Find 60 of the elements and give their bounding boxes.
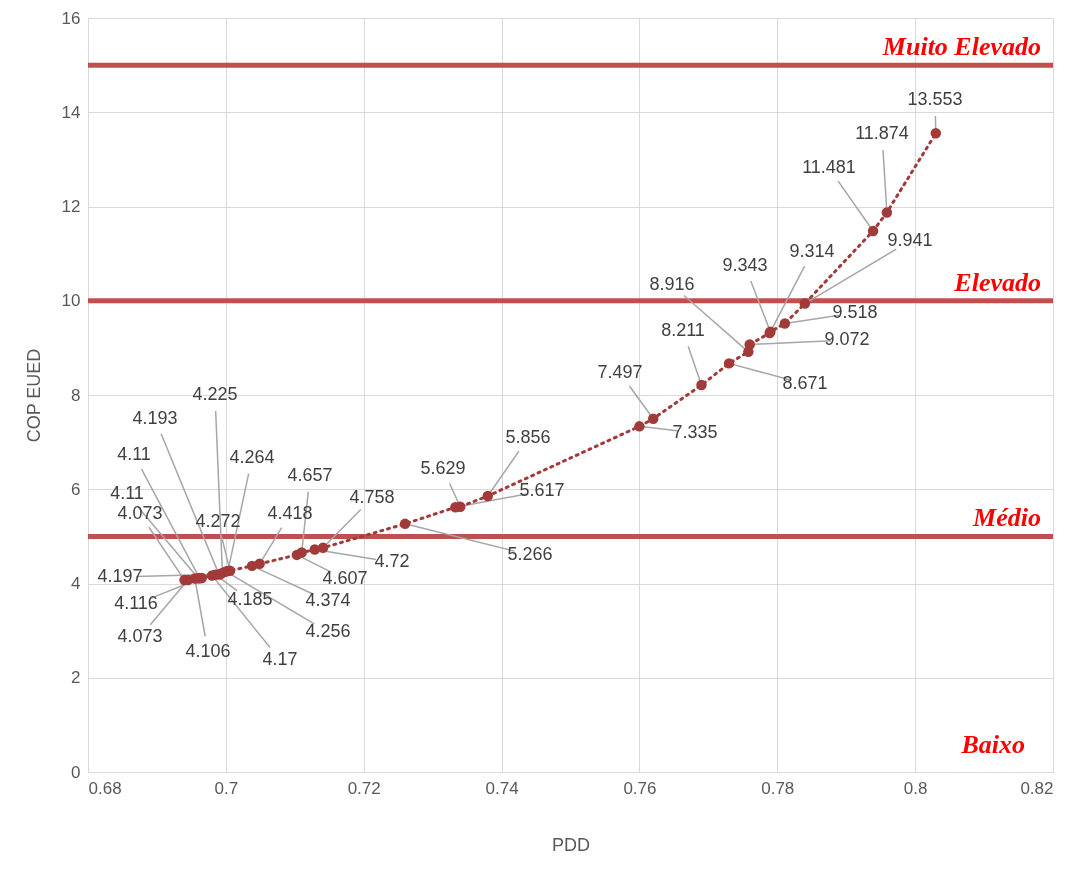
x-tick-label: 0.8 <box>903 778 928 798</box>
ref-line-label: Elevado <box>953 267 1041 297</box>
annotation: 7.497 <box>597 362 643 382</box>
x-axis-title: PDD <box>551 834 591 855</box>
annotation: 4.758 <box>349 487 395 507</box>
y-tick-label: 12 <box>61 197 81 216</box>
x-tick-label: 0.72 <box>347 778 381 798</box>
annotation: 13.553 <box>907 89 963 109</box>
annotation: 5.856 <box>505 427 551 447</box>
annotation: 4.374 <box>305 590 351 610</box>
ref-line-label: Médio <box>972 503 1041 533</box>
annotation: 4.11 <box>117 444 151 464</box>
x-tick-label: 0.74 <box>485 778 519 798</box>
annotation: 5.617 <box>519 480 565 500</box>
annotation: 4.073 <box>117 503 163 523</box>
x-tick-label: 0.82 <box>1020 778 1054 798</box>
annotation: 9.072 <box>824 329 870 349</box>
annotation: 8.211 <box>661 320 705 340</box>
annotation: 4.418 <box>267 503 313 523</box>
y-tick-label: 2 <box>71 668 81 688</box>
annotation: 8.916 <box>649 274 695 294</box>
annotation: 4.116 <box>114 593 158 613</box>
annotation: 4.256 <box>305 621 351 641</box>
annotation: 4.272 <box>195 511 241 531</box>
annotation: 4.607 <box>322 568 368 588</box>
x-tick-label: 0.68 <box>88 778 122 798</box>
annotation: 4.197 <box>97 566 143 586</box>
y-tick-label: 0 <box>71 762 81 782</box>
annotation: 5.266 <box>507 544 553 564</box>
annotation: 4.193 <box>132 408 178 428</box>
annotation: 5.629 <box>420 458 466 478</box>
annotation: 9.314 <box>789 241 835 261</box>
annotation: 4.17 <box>262 649 298 669</box>
y-axis-title: COP EUED <box>23 348 44 443</box>
x-tick-label: 0.7 <box>214 778 239 798</box>
y-tick-label: 4 <box>71 574 81 593</box>
annotation: 4.657 <box>287 465 333 485</box>
annotation: 4.073 <box>117 626 163 646</box>
x-tick-label: 0.78 <box>761 778 795 798</box>
annotation: 9.518 <box>832 302 878 322</box>
annotation: 4.264 <box>229 447 275 467</box>
annotation: 9.343 <box>722 255 768 275</box>
annotation: 9.941 <box>887 230 933 250</box>
y-tick-label: 14 <box>61 102 81 122</box>
annotation: 11.481 <box>802 157 856 177</box>
annotation: 4.72 <box>374 551 410 571</box>
annotation: 4.225 <box>192 384 238 404</box>
annotation: 4.106 <box>185 641 231 661</box>
annotation: 11.874 <box>855 123 909 143</box>
annotation: 4.185 <box>227 589 273 609</box>
ref-line-label: Muito Elevado <box>881 32 1041 62</box>
y-tick-label: 8 <box>71 385 81 405</box>
y-tick-label: 16 <box>61 8 81 28</box>
y-tick-label: 10 <box>61 291 81 311</box>
y-tick-label: 6 <box>71 479 81 499</box>
annotation: Baixo <box>960 730 1025 759</box>
x-tick-label: 0.76 <box>623 778 657 798</box>
annotation: 7.335 <box>672 422 718 442</box>
annotation: 8.671 <box>782 373 828 393</box>
annotation: 4.11 <box>110 483 144 503</box>
